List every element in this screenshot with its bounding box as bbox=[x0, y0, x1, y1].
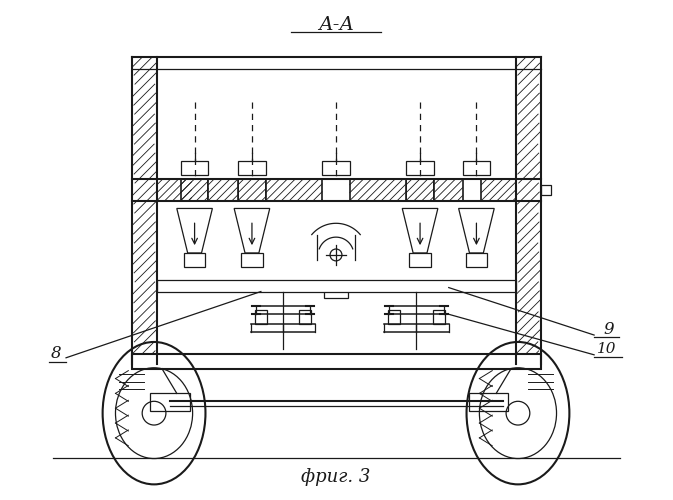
Text: 8: 8 bbox=[51, 346, 61, 362]
Text: фриг. 3: фриг. 3 bbox=[302, 468, 371, 486]
Bar bbox=[322, 161, 350, 175]
Bar bbox=[388, 310, 400, 324]
Bar bbox=[133, 57, 157, 354]
Bar bbox=[516, 57, 540, 354]
Bar bbox=[181, 179, 209, 201]
Bar bbox=[133, 354, 540, 368]
Bar bbox=[255, 310, 267, 324]
Text: 9: 9 bbox=[604, 320, 614, 338]
Bar bbox=[241, 253, 263, 267]
Text: А-А: А-А bbox=[318, 16, 354, 34]
Bar bbox=[462, 161, 490, 175]
Bar bbox=[209, 179, 238, 201]
Bar bbox=[299, 310, 312, 324]
Bar bbox=[266, 179, 322, 201]
Text: 10: 10 bbox=[597, 342, 616, 356]
Bar bbox=[181, 161, 209, 175]
Bar bbox=[466, 253, 487, 267]
Bar bbox=[434, 179, 462, 201]
Bar bbox=[157, 280, 516, 291]
Bar bbox=[540, 184, 551, 194]
Bar bbox=[409, 253, 431, 267]
Bar bbox=[406, 179, 434, 201]
Bar bbox=[350, 179, 406, 201]
Bar bbox=[157, 179, 192, 201]
Bar bbox=[324, 284, 348, 298]
Bar bbox=[468, 394, 508, 411]
Bar bbox=[184, 253, 205, 267]
Bar bbox=[481, 179, 516, 201]
Bar bbox=[406, 161, 434, 175]
Bar bbox=[150, 394, 190, 411]
Bar bbox=[238, 161, 266, 175]
Bar bbox=[238, 179, 266, 201]
Bar bbox=[433, 310, 445, 324]
